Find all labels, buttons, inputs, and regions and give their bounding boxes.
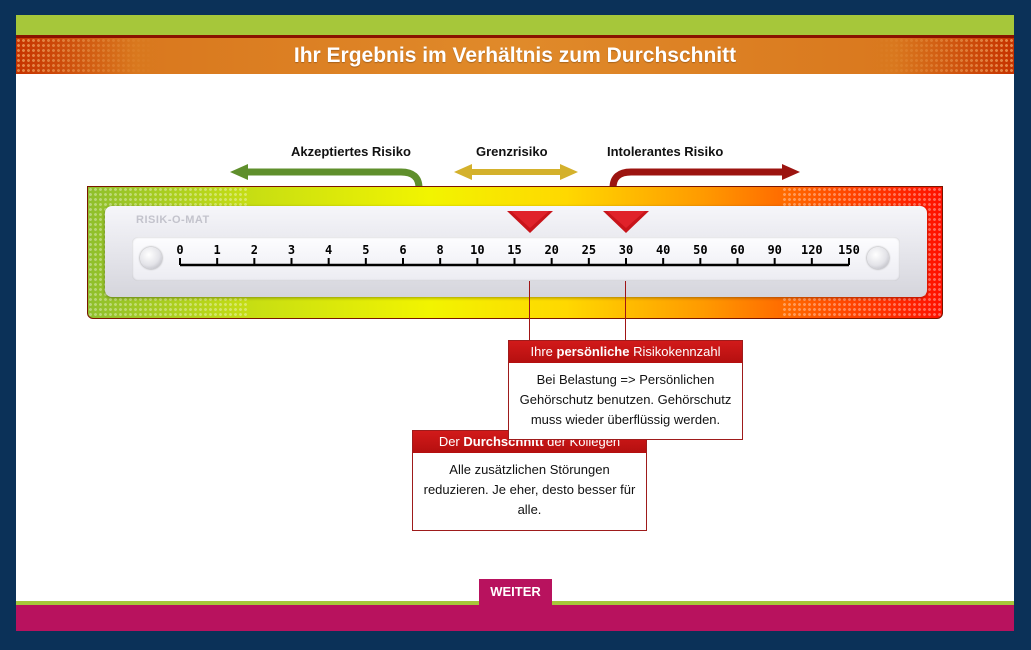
personal-info-title: Ihre persönliche Risikokennzahl <box>509 341 742 363</box>
top-accent-bar <box>16 15 1014 35</box>
scale-tick-label: 120 <box>801 243 823 257</box>
average-pointer-icon <box>507 211 553 233</box>
zone-label-border: Grenzrisiko <box>476 144 548 159</box>
scale-tick-label: 150 <box>838 243 860 257</box>
header-dot-pattern-left <box>16 38 156 74</box>
zone-label-accepted: Akzeptiertes Risiko <box>291 144 411 159</box>
scale-tick-label: 15 <box>507 243 521 257</box>
scale-tick-label: 10 <box>470 243 484 257</box>
scale-tick-label: 5 <box>362 243 369 257</box>
app-window: Ihr Ergebnis im Verhältnis zum Durchschn… <box>16 15 1014 631</box>
zone-label-intolerable: Intolerantes Risiko <box>607 144 724 159</box>
risk-meter: RISIK-O-MAT 0 1 2 3 4 5 6 8 10 15 20 25 30 40 50 60 90 12… <box>105 206 927 297</box>
personal-info-box: Ihre persönliche Risikokennzahl Bei Bela… <box>508 340 743 440</box>
scale-tick-label: 20 <box>544 243 558 257</box>
scale-tick-label: 4 <box>325 243 332 257</box>
footer-bar <box>16 605 1014 631</box>
header-dot-pattern-right <box>874 38 1014 74</box>
next-button[interactable]: WEITER <box>479 579 552 605</box>
scale-tick-label: 25 <box>582 243 596 257</box>
intolerable-arrow-icon <box>609 164 800 189</box>
scale-tick-label: 30 <box>619 243 633 257</box>
scale-tick-label: 90 <box>767 243 781 257</box>
scale-tick-label: 60 <box>730 243 744 257</box>
personal-info-text: Bei Belastung => Persönlichen Gehörschut… <box>519 372 732 427</box>
scale-strip: 0 1 2 3 4 5 6 8 10 15 20 25 30 40 50 60 90 120 150 <box>132 237 900 281</box>
header-banner: Ihr Ergebnis im Verhältnis zum Durchschn… <box>16 38 1014 74</box>
top-divider <box>16 35 1014 38</box>
meter-brand-label: RISIK-O-MAT <box>136 214 210 226</box>
scale-tick-label: 8 <box>437 243 444 257</box>
scale-ruler: 0 1 2 3 4 5 6 8 10 15 20 25 30 40 50 60 90 120 150 <box>176 243 860 267</box>
scale-tick-label: 0 <box>176 243 183 257</box>
right-knob <box>867 247 889 269</box>
risk-gradient-bar: RISIK-O-MAT 0 1 2 3 4 5 6 8 10 15 20 25 30 40 50 60 90 12… <box>87 186 943 319</box>
scale-tick-label: 6 <box>399 243 406 257</box>
scale-tick-label: 2 <box>251 243 258 257</box>
scale-tick-label: 40 <box>656 243 670 257</box>
scale-tick-label: 3 <box>288 243 295 257</box>
accepted-arrow-icon <box>230 164 423 189</box>
scale-tick-label: 1 <box>214 243 221 257</box>
page-title: Ihr Ergebnis im Verhältnis zum Durchschn… <box>293 44 737 67</box>
zone-arrows <box>230 164 800 189</box>
average-info-box: Der Durchschnitt der Kollegen Alle zusät… <box>412 430 647 531</box>
personal-pointer-icon <box>603 211 649 233</box>
border-arrow-icon <box>454 164 578 180</box>
personal-connector-line <box>625 281 626 340</box>
left-knob <box>140 247 162 269</box>
average-info-text: Alle zusätzlichen Störungen reduzieren. … <box>423 462 636 517</box>
scale-tick-label: 50 <box>693 243 707 257</box>
